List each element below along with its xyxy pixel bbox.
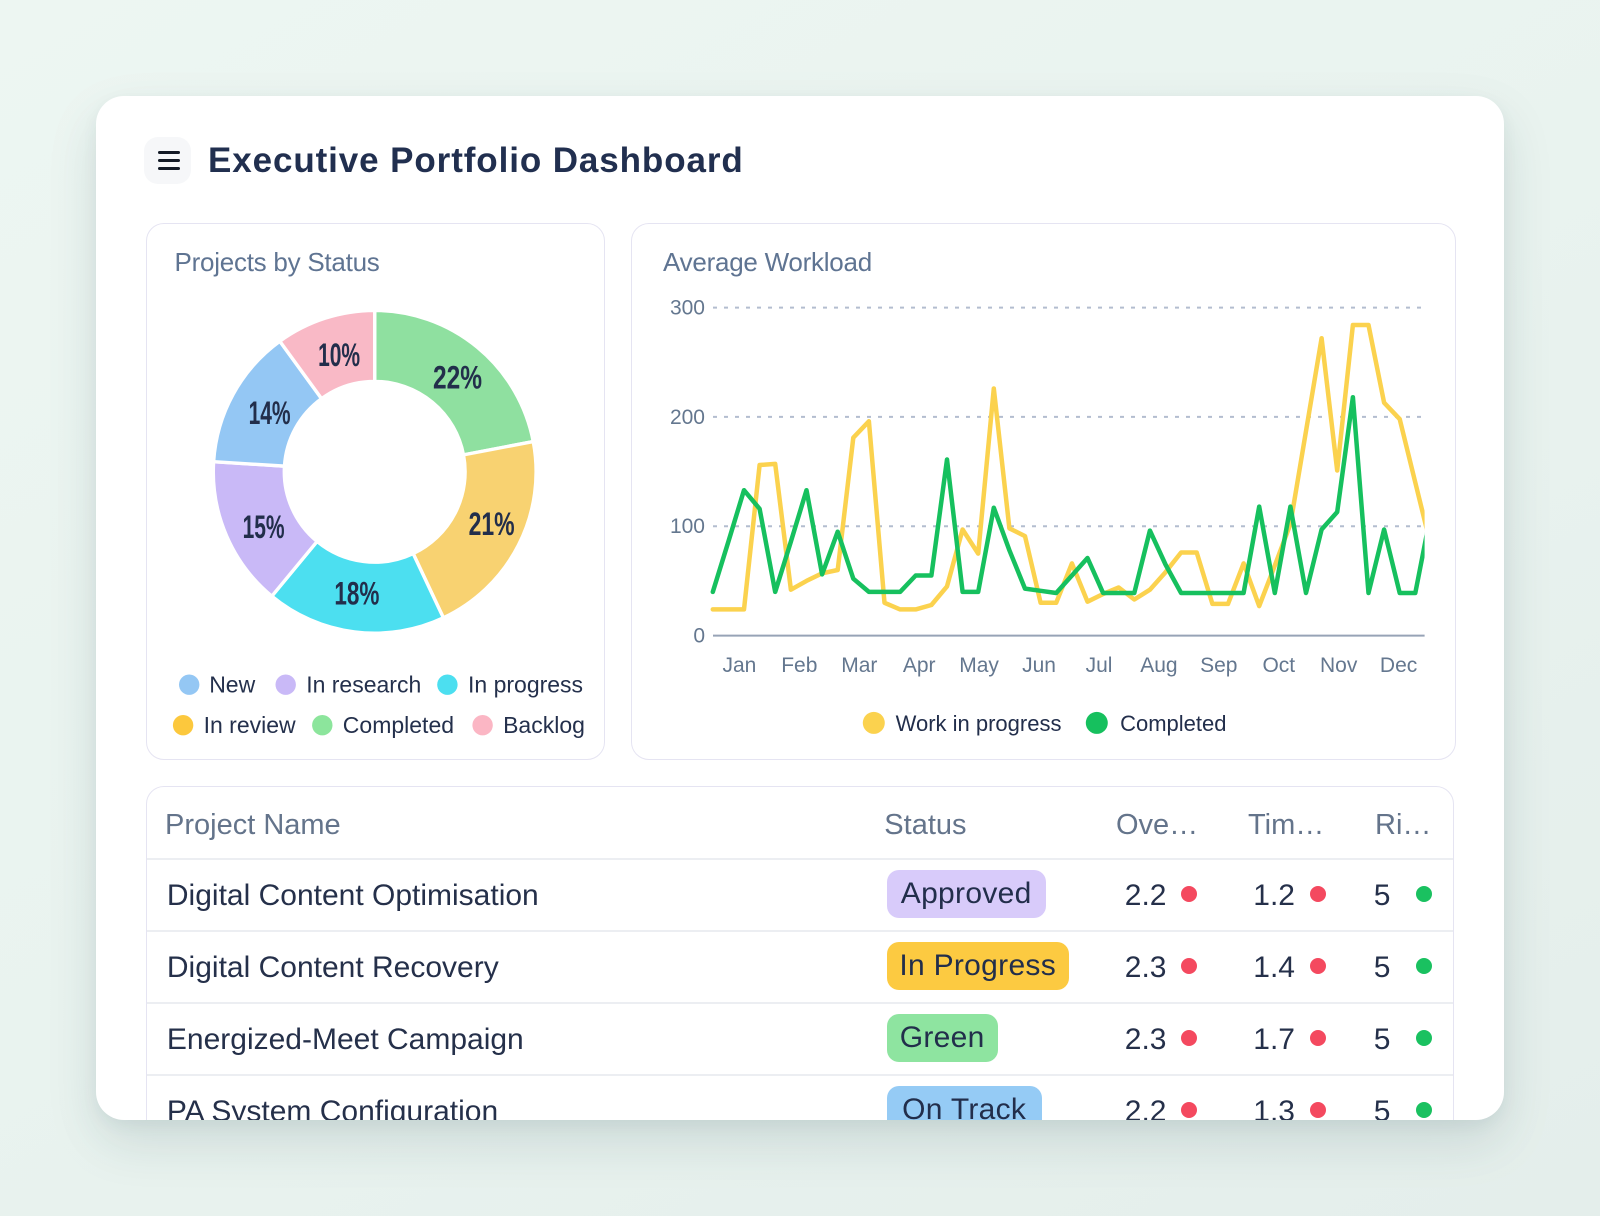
svg-text:Jun: Jun: [1022, 654, 1056, 677]
svg-text:Dec: Dec: [1379, 654, 1416, 677]
svg-text:Work in progress: Work in progress: [895, 710, 1061, 735]
svg-text:Jan: Jan: [722, 654, 756, 677]
svg-text:0: 0: [693, 624, 705, 647]
svg-text:Completed: Completed: [342, 712, 453, 738]
svg-text:In progress: In progress: [468, 671, 583, 697]
svg-text:10%: 10%: [318, 336, 360, 372]
svg-text:18%: 18%: [334, 575, 379, 611]
svg-text:300: 300: [669, 296, 704, 319]
svg-text:22%: 22%: [433, 359, 482, 395]
svg-text:Feb: Feb: [781, 654, 817, 677]
svg-text:15%: 15%: [242, 509, 284, 545]
svg-text:Oct: Oct: [1262, 654, 1295, 677]
svg-text:Apr: Apr: [902, 654, 935, 677]
svg-text:200: 200: [669, 405, 704, 428]
svg-text:New: New: [209, 671, 255, 697]
svg-text:In review: In review: [203, 712, 295, 738]
svg-text:Mar: Mar: [841, 654, 877, 677]
svg-text:May: May: [959, 654, 999, 677]
svg-text:Nov: Nov: [1320, 654, 1358, 677]
svg-text:In research: In research: [306, 671, 421, 697]
svg-text:Completed: Completed: [1120, 710, 1226, 735]
svg-text:21%: 21%: [468, 506, 514, 542]
svg-text:14%: 14%: [248, 395, 290, 431]
svg-text:Jul: Jul: [1085, 654, 1112, 677]
svg-text:Aug: Aug: [1140, 654, 1177, 677]
svg-text:Backlog: Backlog: [503, 712, 585, 738]
svg-text:Sep: Sep: [1200, 654, 1237, 677]
svg-text:100: 100: [669, 515, 704, 538]
